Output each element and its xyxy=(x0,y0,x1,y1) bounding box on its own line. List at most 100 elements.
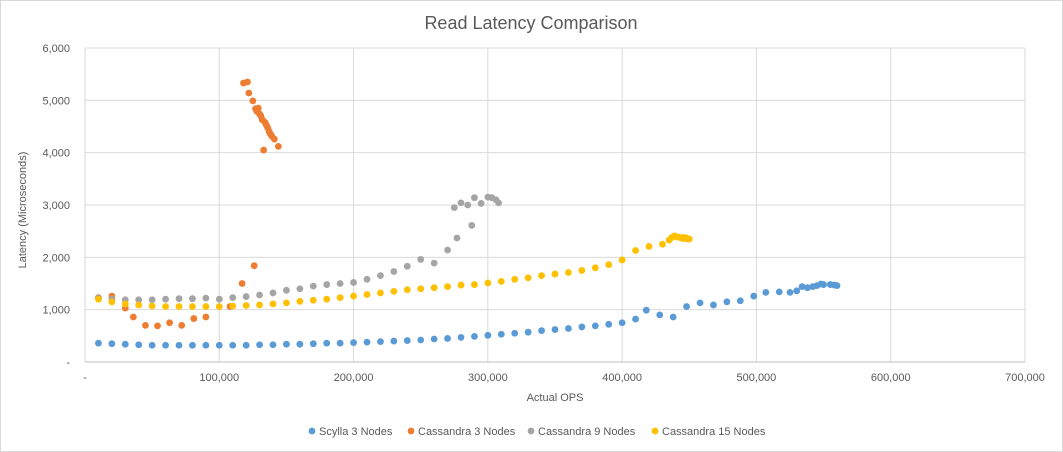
data-point xyxy=(215,341,223,349)
data-point xyxy=(450,204,458,212)
y-tick-label: - xyxy=(66,357,70,369)
data-point xyxy=(296,285,304,293)
data-point xyxy=(135,341,143,349)
data-point xyxy=(148,302,156,310)
data-point xyxy=(363,275,371,283)
y-tick-label: 1,000 xyxy=(42,305,70,317)
legend-label: Scylla 3 Nodes xyxy=(319,426,393,438)
data-point xyxy=(683,303,690,310)
y-tick-label: 5,000 xyxy=(42,95,70,107)
data-point xyxy=(775,288,783,296)
data-point xyxy=(336,280,344,287)
data-point xyxy=(656,311,664,319)
data-point xyxy=(471,281,478,288)
data-point xyxy=(632,315,639,323)
series-2 xyxy=(95,78,282,330)
data-point xyxy=(497,278,505,285)
data-point xyxy=(162,341,169,349)
data-point xyxy=(618,319,626,327)
x-tick-label: 600,000 xyxy=(871,372,911,384)
data-point xyxy=(363,291,371,298)
data-point xyxy=(578,267,586,274)
data-point xyxy=(242,341,250,349)
data-point xyxy=(457,281,465,289)
legend-label: Cassandra 15 Nodes xyxy=(662,426,766,438)
data-point xyxy=(403,262,411,270)
data-point xyxy=(250,262,258,270)
data-point xyxy=(148,296,156,304)
data-point xyxy=(202,303,210,310)
x-tick-label: 100,000 xyxy=(199,372,239,384)
data-point xyxy=(323,281,331,288)
data-point xyxy=(296,297,304,305)
data-point xyxy=(524,328,532,336)
data-point xyxy=(538,327,545,334)
data-point xyxy=(283,299,290,307)
data-point xyxy=(484,331,492,339)
data-point xyxy=(495,199,502,207)
data-point xyxy=(363,338,371,346)
series-3 xyxy=(95,193,502,304)
data-point xyxy=(162,303,169,310)
data-point xyxy=(95,339,102,347)
data-point xyxy=(350,292,357,300)
data-point xyxy=(269,300,277,308)
legend: Scylla 3 Nodes Cassandra 3 Nodes Cassandra… xyxy=(308,426,766,438)
data-point xyxy=(274,142,282,150)
data-point xyxy=(135,296,143,304)
data-point xyxy=(591,264,599,272)
data-point xyxy=(202,313,210,321)
data-point xyxy=(403,286,411,294)
data-point xyxy=(605,320,613,328)
data-point xyxy=(121,300,129,308)
data-point xyxy=(249,97,257,105)
data-point xyxy=(538,272,545,280)
data-point xyxy=(390,268,398,275)
data-point xyxy=(710,301,717,309)
legend-marker xyxy=(308,427,316,435)
data-point xyxy=(129,313,137,321)
x-axis-ticks: - 100,000 200,000 300,000 400,000 500,000 600,… xyxy=(83,372,1045,384)
data-point xyxy=(685,235,693,243)
data-point xyxy=(750,292,758,300)
x-axis-label: Actual OPS xyxy=(527,392,584,404)
data-point xyxy=(254,104,262,112)
data-point xyxy=(256,301,263,309)
data-point xyxy=(148,341,156,349)
data-point xyxy=(121,340,129,348)
data-point xyxy=(108,298,116,306)
data-point xyxy=(430,284,438,292)
data-point xyxy=(618,256,626,264)
data-point xyxy=(215,303,223,310)
data-point xyxy=(457,199,465,207)
data-point xyxy=(417,285,425,293)
data-point xyxy=(350,279,357,286)
data-point xyxy=(154,322,161,330)
data-point xyxy=(444,335,451,342)
data-point xyxy=(323,295,331,303)
legend-marker xyxy=(407,427,415,435)
data-point xyxy=(202,341,210,349)
data-point xyxy=(270,135,278,143)
y-tick-label: 3,000 xyxy=(42,200,70,212)
data-point xyxy=(457,334,465,341)
series-1 xyxy=(95,280,841,349)
data-point xyxy=(256,341,263,349)
data-point xyxy=(444,283,451,291)
data-point xyxy=(497,330,505,338)
data-point xyxy=(175,303,183,310)
data-point xyxy=(804,284,811,292)
x-tick-label: 200,000 xyxy=(334,372,374,384)
data-point xyxy=(403,337,411,344)
chart-title: Read Latency Comparison xyxy=(424,13,637,33)
legend-label: Cassandra 9 Nodes xyxy=(538,426,636,438)
data-point xyxy=(175,341,183,349)
data-point xyxy=(632,247,639,254)
data-point xyxy=(659,240,666,248)
y-tick-label: 4,000 xyxy=(42,148,70,160)
data-point xyxy=(244,78,251,86)
data-point xyxy=(323,339,331,347)
data-point xyxy=(669,313,677,321)
data-point xyxy=(471,194,478,202)
